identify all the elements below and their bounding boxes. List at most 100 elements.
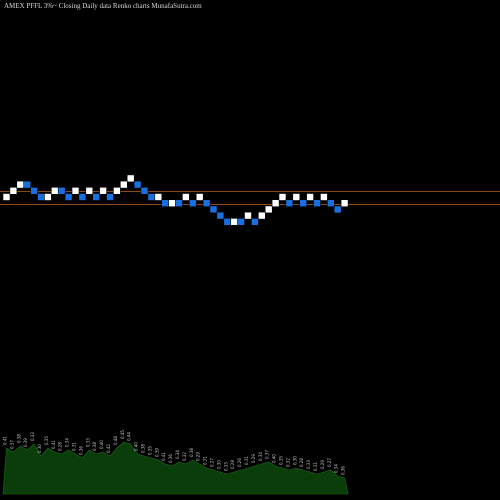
renko-brick <box>161 199 169 207</box>
volume-area <box>2 441 349 495</box>
renko-brick <box>44 193 52 201</box>
renko-brick <box>120 180 128 189</box>
renko-brick <box>237 218 245 226</box>
renko-brick <box>113 187 121 195</box>
volume-label: 0.35 <box>279 456 284 465</box>
volume-panel: 0.41 0.370.38 0.390.330.300.35 0.41 0.28 0.34… <box>2 430 349 495</box>
volume-label: 0.34 <box>175 450 180 459</box>
renko-brick <box>64 193 73 201</box>
renko-brick <box>285 199 294 207</box>
renko-brick <box>202 199 211 207</box>
volume-label: 0.32 <box>285 458 290 467</box>
volume-label: 0.45 <box>120 430 125 439</box>
volume-label: 0.30 <box>292 456 297 465</box>
volume-label: 0.29 <box>320 460 325 469</box>
renko-brick <box>50 187 59 195</box>
volume-label: 0.29 <box>251 454 256 463</box>
renko-brick <box>57 187 66 195</box>
volume-label: 0.34 <box>65 438 70 447</box>
volume-label: 0.41 <box>3 436 8 445</box>
volume-label: 0.31 <box>313 462 318 471</box>
renko-brick <box>189 199 197 207</box>
renko-brick <box>223 218 232 226</box>
volume-label: 0.39 <box>23 438 28 447</box>
volume-label: 0.31 <box>203 456 208 465</box>
volume-label: 0.26 <box>237 458 242 467</box>
volume-label: 0.36 <box>78 446 83 455</box>
renko-brick <box>244 211 252 220</box>
volume-label: 0.34 <box>258 452 263 461</box>
volume-label: 0.33 <box>85 438 90 447</box>
renko-brick <box>306 193 314 201</box>
volume-label: 0.40 <box>134 442 139 451</box>
renko-brick <box>37 193 45 201</box>
renko-brick <box>278 193 287 201</box>
renko-brick <box>168 199 176 207</box>
reference-lines <box>0 191 500 205</box>
volume-label: 0.30 <box>216 460 221 469</box>
renko-brick <box>313 199 321 207</box>
renko-brick <box>16 180 25 189</box>
renko-brick <box>209 205 218 214</box>
renko-brick <box>126 174 135 183</box>
renko-brick <box>195 193 204 201</box>
renko-brick <box>292 193 301 201</box>
volume-label: 0.28 <box>299 458 304 467</box>
renko-brick <box>85 187 94 195</box>
renko-brick <box>92 193 100 201</box>
volume-label: 0.40 <box>99 440 104 449</box>
volume-label: 0.33 <box>223 462 228 471</box>
renko-brick <box>106 193 114 201</box>
renko-brick <box>71 187 80 195</box>
volume-label: 0.41 <box>161 452 166 461</box>
renko-brick <box>299 199 308 207</box>
volume-label: 0.40 <box>272 454 277 463</box>
volume-label: 0.37 <box>265 450 270 459</box>
volume-label: 0.28 <box>230 460 235 469</box>
renko-brick <box>78 193 87 201</box>
renko-brick <box>154 193 163 201</box>
volume-label: 0.38 <box>189 448 194 457</box>
volume-label: 0.38 <box>16 434 21 443</box>
volume-label: 0.28 <box>58 442 63 451</box>
volume-label: 0.27 <box>327 458 332 467</box>
renko-brick <box>23 180 32 189</box>
renko-brick <box>230 218 238 226</box>
renko-brick <box>326 199 335 207</box>
renko-brick <box>333 205 342 214</box>
renko-brick <box>264 205 273 214</box>
volume-label: 0.42 <box>106 444 111 453</box>
volume-label: 0.31 <box>244 456 249 465</box>
volume-label: 0.37 <box>9 440 14 449</box>
volume-label: 0.32 <box>182 452 187 461</box>
renko-brick <box>340 199 349 207</box>
renko-brick <box>182 193 190 201</box>
volume-label: 0.38 <box>92 442 97 451</box>
volume-label: 0.39 <box>154 448 159 457</box>
renko-brick <box>320 193 328 201</box>
renko-brick <box>257 211 266 220</box>
volume-label: 0.31 <box>72 442 77 451</box>
renko-brick <box>147 193 156 201</box>
volume-label: 0.29 <box>196 452 201 461</box>
volume-label: 0.44 <box>127 432 132 441</box>
renko-brick <box>2 193 11 201</box>
renko-brick <box>30 187 38 195</box>
volume-label: 0.36 <box>341 466 346 475</box>
volume-label: 0.27 <box>210 458 215 467</box>
renko-brick <box>140 187 149 195</box>
renko-brick <box>216 211 225 220</box>
renko-brick <box>9 187 18 195</box>
volume-label: 0.48 <box>113 436 118 445</box>
renko-brick <box>271 199 280 207</box>
volume-label: 0.33 <box>306 460 311 469</box>
renko-brick <box>99 187 107 195</box>
chart-title: AMEX PFFL 3%~ Closing Daily data Renko c… <box>4 2 202 10</box>
volume-label: 0.30 <box>37 444 42 453</box>
volume-label: 0.41 <box>51 440 56 449</box>
renko-brick <box>251 218 259 226</box>
renko-brick <box>175 199 183 207</box>
volume-label: 0.35 <box>147 446 152 455</box>
